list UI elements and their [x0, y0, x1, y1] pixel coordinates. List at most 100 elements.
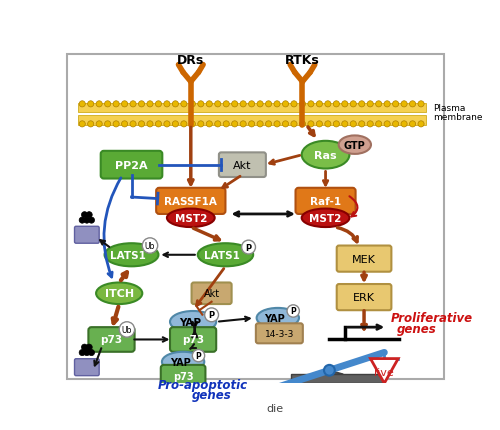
Ellipse shape: [302, 141, 350, 169]
Circle shape: [84, 350, 90, 356]
Circle shape: [333, 101, 340, 108]
Text: ERK: ERK: [353, 292, 375, 302]
Circle shape: [204, 308, 218, 322]
Text: Akt: Akt: [204, 289, 220, 298]
Text: YAP: YAP: [264, 313, 285, 323]
Ellipse shape: [96, 283, 142, 304]
Circle shape: [86, 212, 92, 218]
Circle shape: [282, 101, 288, 108]
Circle shape: [79, 350, 86, 356]
Polygon shape: [316, 370, 344, 374]
Circle shape: [410, 122, 416, 128]
Circle shape: [316, 122, 322, 128]
Text: DRs: DRs: [177, 54, 204, 68]
Ellipse shape: [256, 308, 299, 328]
Circle shape: [384, 122, 390, 128]
Text: GTP: GTP: [344, 140, 366, 150]
Text: MST2: MST2: [310, 213, 342, 223]
Circle shape: [300, 122, 306, 128]
Text: die: die: [266, 403, 283, 413]
Circle shape: [104, 101, 110, 108]
Circle shape: [142, 238, 158, 254]
Circle shape: [342, 122, 348, 128]
Circle shape: [156, 101, 162, 108]
Circle shape: [88, 350, 94, 356]
Text: p73: p73: [182, 335, 204, 345]
Text: Proliferative: Proliferative: [391, 312, 473, 325]
Circle shape: [113, 122, 119, 128]
Circle shape: [358, 122, 365, 128]
Circle shape: [172, 101, 178, 108]
Circle shape: [418, 101, 424, 108]
FancyBboxPatch shape: [336, 284, 392, 310]
Circle shape: [248, 122, 254, 128]
FancyBboxPatch shape: [161, 365, 206, 387]
Circle shape: [266, 101, 272, 108]
Circle shape: [198, 122, 204, 128]
Circle shape: [274, 101, 280, 108]
Text: 14-3-3: 14-3-3: [264, 329, 294, 338]
Circle shape: [172, 122, 178, 128]
Circle shape: [190, 122, 196, 128]
Circle shape: [138, 101, 144, 108]
Circle shape: [198, 101, 204, 108]
Circle shape: [240, 101, 246, 108]
Circle shape: [392, 101, 398, 108]
Circle shape: [164, 122, 170, 128]
Text: YAP: YAP: [170, 357, 190, 367]
Text: P: P: [290, 307, 296, 316]
Circle shape: [122, 122, 128, 128]
Circle shape: [358, 101, 365, 108]
Circle shape: [287, 305, 300, 317]
FancyBboxPatch shape: [78, 116, 426, 126]
Circle shape: [96, 101, 102, 108]
Circle shape: [291, 122, 297, 128]
Text: Plasma: Plasma: [434, 104, 466, 113]
Text: genes: genes: [192, 388, 232, 401]
Circle shape: [376, 122, 382, 128]
Text: LATS1: LATS1: [204, 250, 240, 260]
Circle shape: [82, 344, 87, 350]
Circle shape: [300, 101, 306, 108]
Circle shape: [223, 122, 230, 128]
Circle shape: [181, 122, 187, 128]
Circle shape: [206, 122, 212, 128]
Circle shape: [257, 122, 263, 128]
Text: p73: p73: [100, 335, 122, 345]
Text: MEK: MEK: [352, 254, 376, 264]
Text: YAP: YAP: [179, 317, 201, 327]
Circle shape: [88, 101, 94, 108]
Ellipse shape: [167, 209, 214, 227]
Circle shape: [316, 101, 322, 108]
Circle shape: [232, 101, 238, 108]
Circle shape: [350, 122, 356, 128]
Circle shape: [248, 101, 254, 108]
Circle shape: [79, 122, 86, 128]
Circle shape: [79, 218, 86, 224]
Ellipse shape: [198, 244, 253, 267]
Ellipse shape: [104, 244, 158, 267]
Circle shape: [232, 122, 238, 128]
FancyBboxPatch shape: [336, 246, 392, 272]
Text: P: P: [196, 351, 202, 360]
Circle shape: [392, 122, 398, 128]
Text: PP2A: PP2A: [115, 160, 148, 170]
Circle shape: [104, 122, 110, 128]
FancyBboxPatch shape: [156, 188, 226, 215]
Circle shape: [350, 101, 356, 108]
FancyBboxPatch shape: [88, 327, 134, 352]
Text: RASSF1A: RASSF1A: [164, 197, 217, 206]
Ellipse shape: [162, 352, 204, 372]
Circle shape: [147, 101, 153, 108]
Circle shape: [192, 350, 204, 362]
Circle shape: [266, 122, 272, 128]
Circle shape: [130, 101, 136, 108]
Circle shape: [88, 218, 94, 224]
Text: p73: p73: [173, 371, 194, 381]
Polygon shape: [260, 394, 288, 419]
Circle shape: [156, 122, 162, 128]
Circle shape: [367, 101, 374, 108]
Text: P: P: [246, 243, 252, 252]
Circle shape: [181, 101, 187, 108]
Circle shape: [325, 101, 331, 108]
